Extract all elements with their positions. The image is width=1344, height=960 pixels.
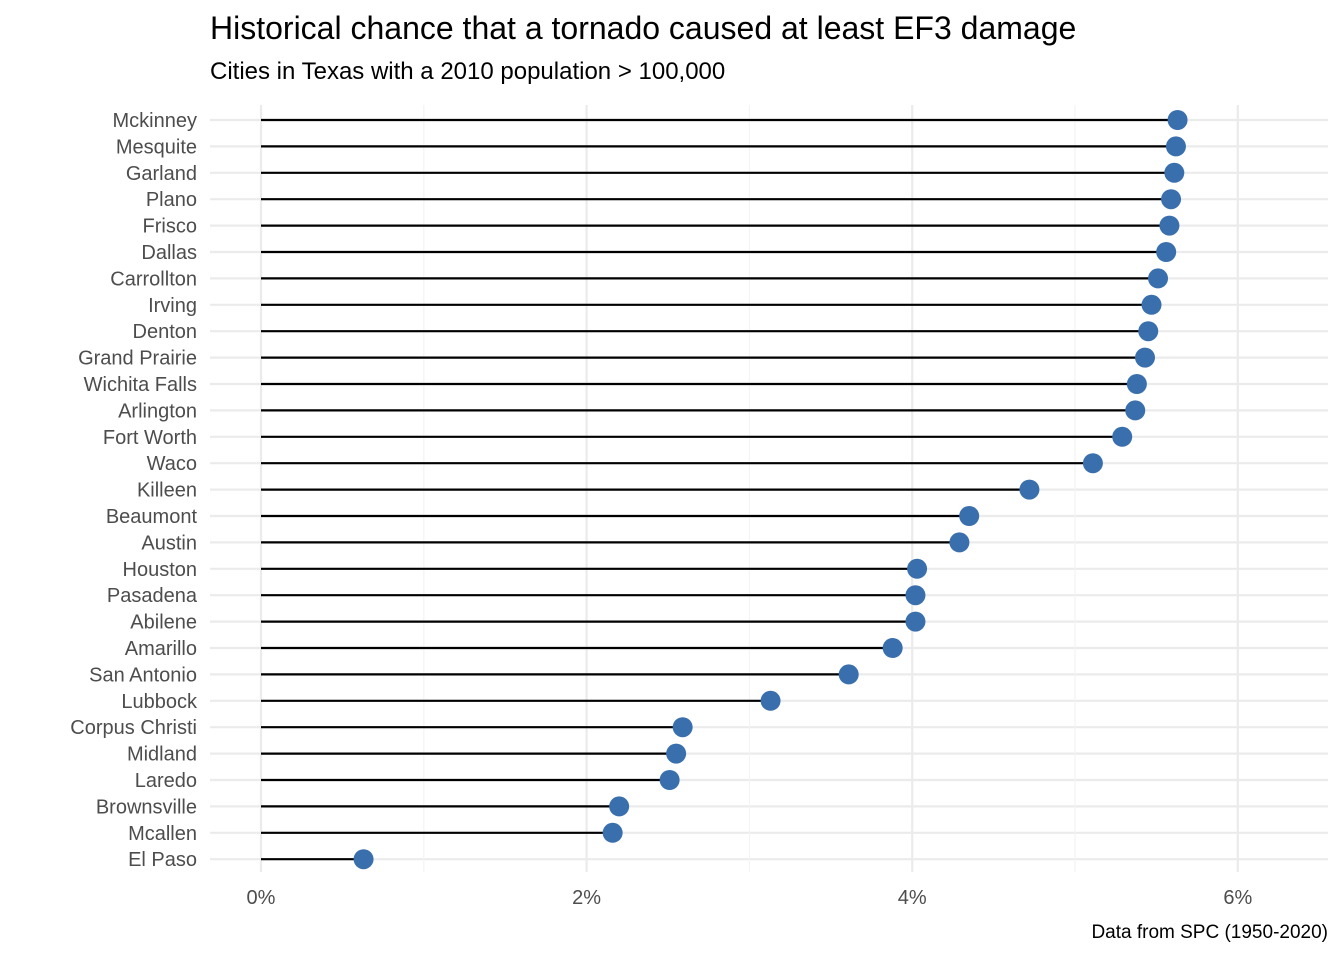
x-tick-label: 4% <box>898 887 927 909</box>
y-axis-label: San Antonio <box>89 664 197 686</box>
y-axis-label: Irving <box>148 295 197 317</box>
y-axis-label: Carrollton <box>110 268 197 290</box>
y-axis-label: Arlington <box>118 400 197 422</box>
lollipop-point <box>1159 215 1180 236</box>
lollipop-point <box>760 690 781 711</box>
lollipop-point <box>1135 347 1156 368</box>
y-axis-label: Houston <box>123 559 198 581</box>
y-axis-label: Amarillo <box>125 638 197 660</box>
y-axis-label: Fort Worth <box>103 427 197 449</box>
y-axis-label: Laredo <box>135 770 197 792</box>
x-axis-tick-labels: 0% 2% 4% 6% <box>247 887 1253 909</box>
y-axis-label: Mcallen <box>128 823 197 845</box>
y-axis-label: Dallas <box>141 242 197 264</box>
y-axis-label: Austin <box>141 532 197 554</box>
lollipop-point <box>1161 189 1182 210</box>
y-axis-label: Denton <box>133 321 198 343</box>
lollipop-point <box>905 585 926 606</box>
y-axis-label: Plano <box>146 189 197 211</box>
y-axis-label: Wichita Falls <box>84 374 197 396</box>
lollipop-point <box>907 558 928 579</box>
lollipop-points <box>353 110 1188 870</box>
x-tick-label: 2% <box>572 887 601 909</box>
y-axis-label: Killeen <box>137 480 197 502</box>
lollipop-point <box>1167 110 1188 130</box>
lollipop-point <box>882 638 903 658</box>
lollipop-point <box>666 743 687 764</box>
lollipop-point <box>602 822 623 843</box>
lollipop-point <box>1148 268 1169 289</box>
x-tick-label: 6% <box>1223 887 1252 909</box>
y-axis-label: Lubbock <box>121 691 198 713</box>
y-axis-label: Mesquite <box>116 136 197 158</box>
y-axis-label: Grand Prairie <box>78 348 197 370</box>
y-axis-label: Midland <box>127 744 197 766</box>
y-axis-label: Waco <box>147 453 197 475</box>
lollipop-segments <box>261 118 1178 861</box>
lollipop-point <box>672 717 693 738</box>
lollipop-point <box>1156 242 1177 262</box>
lollipop-point <box>1082 453 1103 474</box>
chart-caption: Data from SPC (1950-2020) <box>1091 922 1328 943</box>
y-axis-labels: Mckinney Mesquite Garland Plano Frisco Dallas… <box>70 110 198 871</box>
y-axis-label: Corpus Christi <box>70 717 197 739</box>
lollipop-point <box>959 506 980 526</box>
lollipop-point <box>1138 321 1159 342</box>
lollipop-point <box>905 611 926 632</box>
y-axis-label: Pasadena <box>107 585 198 607</box>
lollipop-point <box>1125 400 1146 421</box>
lollipop-point <box>1112 426 1133 447</box>
y-axis-label: Mckinney <box>113 110 197 132</box>
chart-title: Historical chance that a tornado caused … <box>210 10 1077 46</box>
y-axis-label: Frisco <box>143 216 197 238</box>
lollipop-point <box>838 664 859 685</box>
y-axis-label: Beaumont <box>106 506 198 528</box>
y-axis-label: Garland <box>126 163 197 185</box>
chart-subtitle: Cities in Texas with a 2010 population >… <box>210 58 726 85</box>
lollipop-point <box>353 849 374 870</box>
y-axis-label: El Paso <box>128 849 197 871</box>
lollipop-point <box>949 532 970 553</box>
y-axis-label: Brownsville <box>96 796 197 818</box>
lollipop-point <box>609 796 630 817</box>
y-axis-label: Abilene <box>130 612 197 634</box>
x-tick-label: 0% <box>247 887 276 909</box>
lollipop-point <box>659 770 680 790</box>
lollipop-point <box>1126 374 1147 394</box>
lollipop-point <box>1165 136 1186 157</box>
lollipop-point <box>1019 479 1040 500</box>
lollipop-point <box>1164 162 1185 183</box>
lollipop-point <box>1141 294 1162 315</box>
